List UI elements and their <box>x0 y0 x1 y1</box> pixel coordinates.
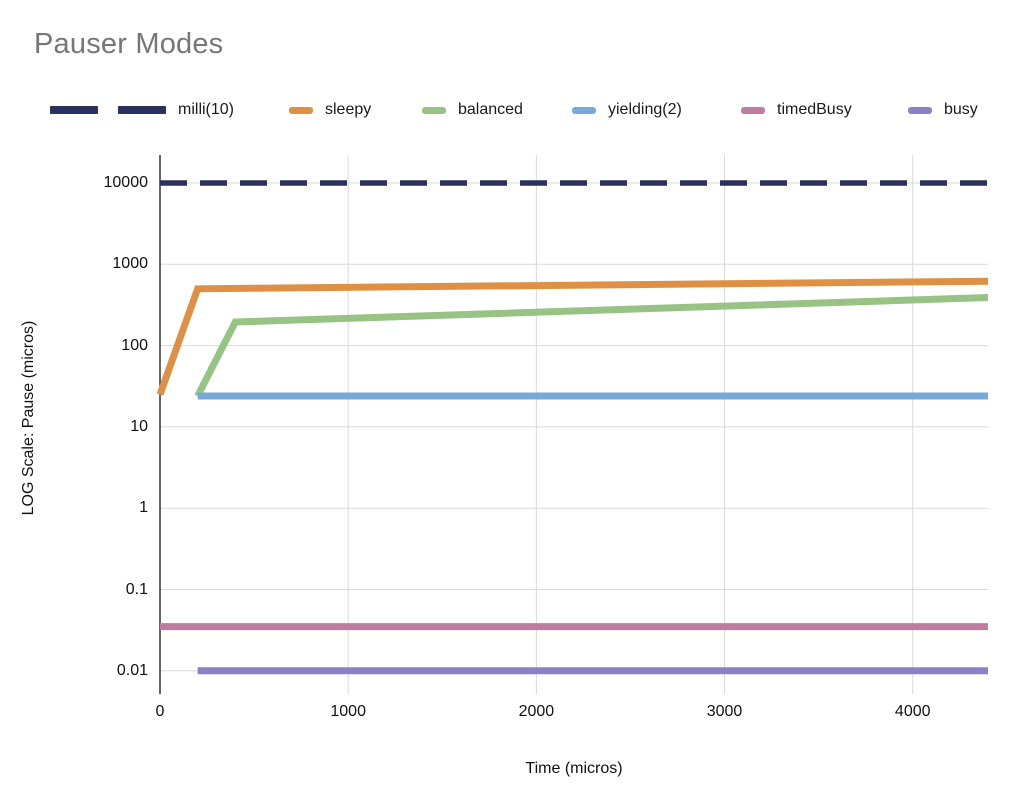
y-tick-label: 0.01 <box>116 661 148 679</box>
legend: milli(10) sleepy balanced yielding(2) ti… <box>0 96 1022 124</box>
y-tick-label: 0.1 <box>125 580 148 598</box>
legend-swatch-busy <box>908 106 932 114</box>
chart-title: Pauser Modes <box>34 28 224 60</box>
legend-swatch-sleepy <box>289 106 313 114</box>
legend-item-yielding-2: yielding(2) <box>572 96 682 124</box>
line-sleepy <box>156 277 989 396</box>
legend-item-balanced: balanced <box>422 96 523 124</box>
legend-item-sleepy: sleepy <box>289 96 371 124</box>
y-axis-title: LOG Scale: Pause (micros) <box>20 320 37 516</box>
line-balanced <box>194 294 989 398</box>
x-tick-label: 2000 <box>518 703 555 720</box>
y-tick-label: 100 <box>121 336 148 354</box>
legend-swatch-yielding-2 <box>572 106 596 114</box>
legend-item-milli-10: milli(10) <box>50 96 234 124</box>
legend-swatch-balanced <box>422 106 446 114</box>
legend-swatch-milli-10-dash2 <box>118 106 166 114</box>
legend-swatch-milli-10-dash1 <box>50 106 98 114</box>
x-axis-title: Time (micros) <box>525 760 623 777</box>
x-tick-label: 0 <box>155 703 165 720</box>
y-tick-label: 1 <box>139 499 148 517</box>
legend-label-busy: busy <box>944 101 978 118</box>
legend-label-timedbusy: timedBusy <box>777 101 852 118</box>
legend-label-milli-10: milli(10) <box>178 101 234 118</box>
legend-label-sleepy: sleepy <box>325 101 372 118</box>
legend-label-yielding-2: yielding(2) <box>608 101 682 118</box>
y-tick-label: 1000 <box>112 255 148 273</box>
x-tick-label: 4000 <box>894 703 931 720</box>
y-tick-label: 10000 <box>103 174 149 191</box>
legend-label-balanced: balanced <box>458 101 523 118</box>
legend-swatch-timedbusy <box>741 106 765 114</box>
legend-item-timedbusy: timedBusy <box>741 96 852 124</box>
legend-item-busy: busy <box>908 96 978 124</box>
x-tick-label: 3000 <box>706 703 743 720</box>
x-tick-label: 1000 <box>330 703 366 720</box>
gridlines <box>160 155 988 694</box>
y-tick-label: 10 <box>130 417 148 435</box>
